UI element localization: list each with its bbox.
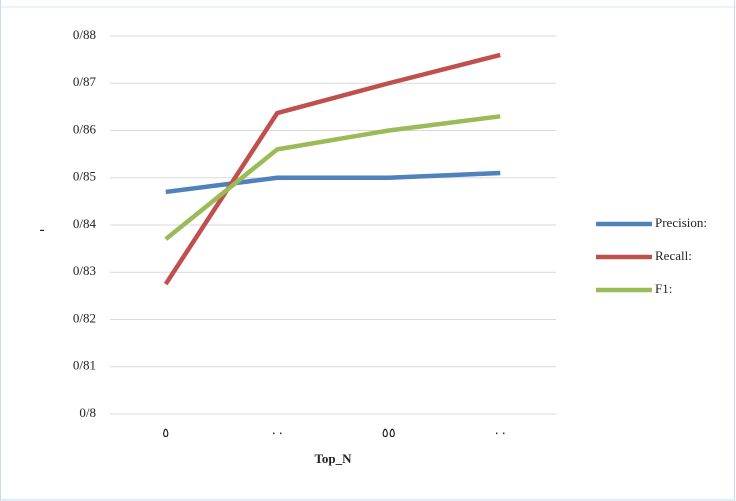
x-axis-title: Top_N <box>314 451 352 466</box>
y-tick-label: 0/82 <box>73 310 96 325</box>
legend-label: Precision: <box>655 215 707 230</box>
series-line <box>163 52 501 286</box>
y-tick-label: 0/85 <box>73 169 96 184</box>
series-line <box>165 170 501 195</box>
y-tick-label: 0/84 <box>73 216 97 231</box>
y-tick-label: 0/8 <box>79 405 96 420</box>
x-tick-label: ٥٥ <box>382 425 396 440</box>
y-axis-title: ـ <box>39 219 44 234</box>
legend-label: Recall: <box>655 248 692 263</box>
x-tick-label: ٠٠ <box>493 425 507 440</box>
series-line <box>164 114 501 241</box>
y-tick-label: 0/83 <box>73 263 96 278</box>
y-tick-label: 0/88 <box>73 27 96 42</box>
y-tick-label: 0/87 <box>73 74 97 89</box>
y-tick-label: 0/86 <box>73 121 97 136</box>
legend-label: F1: <box>655 281 672 296</box>
y-tick-label: 0/81 <box>73 358 96 373</box>
x-tick-label: ٥ <box>162 425 169 440</box>
x-tick-label: ٠٠ <box>270 425 284 440</box>
